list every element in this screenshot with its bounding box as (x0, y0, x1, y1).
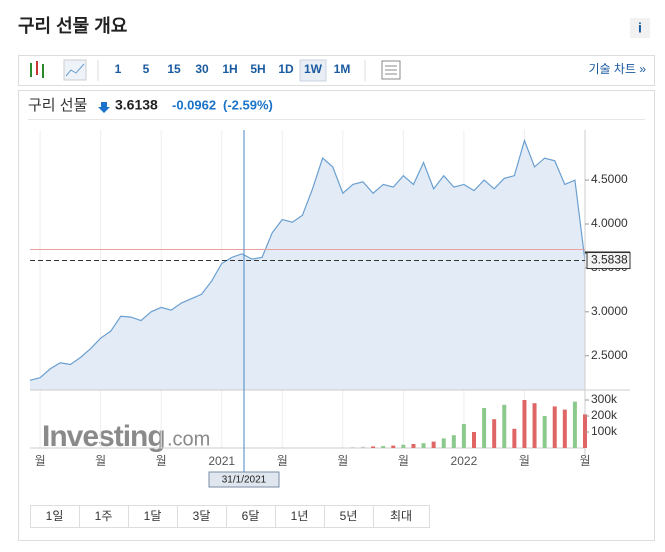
title: 구리 선물 개요 (18, 16, 127, 36)
toolbar (18, 55, 655, 86)
y-tick-label: 4.0000 (591, 216, 628, 230)
interval-active[interactable] (299, 59, 327, 82)
volume-bar (371, 446, 376, 448)
info-box[interactable] (630, 18, 650, 38)
range-label[interactable]: 1주 (95, 509, 113, 523)
layout-icon[interactable] (381, 60, 401, 80)
volume-bar (482, 408, 487, 448)
down-arrow (98, 102, 110, 113)
range-button[interactable] (373, 505, 430, 528)
volume-bar (542, 416, 547, 448)
last-price-label: 3.5838 (591, 253, 628, 267)
quote-price: 3.6138 (115, 97, 158, 113)
volume-bar (502, 404, 507, 448)
interval[interactable]: 1 (115, 62, 122, 76)
volume-bar (562, 409, 567, 448)
volume-bar (461, 424, 466, 448)
x-tick-label: 월 (277, 454, 288, 468)
range-label[interactable]: 1일 (46, 509, 64, 523)
quote-name: 구리 선물 (28, 97, 87, 114)
volume-bar (441, 438, 446, 448)
y-tick-label: 3.0000 (591, 304, 628, 318)
interval[interactable]: 5 (143, 62, 150, 76)
volume-bar (381, 446, 386, 448)
crosshair-label: 31/1/2021 (222, 475, 267, 486)
candle-icon[interactable] (30, 61, 44, 78)
range-label[interactable]: 1년 (291, 509, 309, 523)
x-tick-label: 2021 (208, 454, 235, 468)
y2-tick-label: 200k (591, 408, 618, 422)
volume-bar (411, 444, 416, 448)
x-tick-label: 월 (95, 454, 106, 468)
x-tick-label: 월 (35, 454, 46, 468)
y2-tick-label: 300k (591, 392, 618, 406)
y2-tick-label: 100k (591, 424, 618, 438)
interval[interactable]: 1H (222, 62, 237, 76)
volume-bar (361, 446, 365, 448)
volume-bar (492, 419, 497, 448)
area (30, 140, 585, 390)
volume-bar (401, 444, 406, 448)
info-icon[interactable]: i (638, 20, 642, 36)
volume-bar (421, 443, 426, 448)
volume-bar (583, 414, 587, 448)
interval[interactable]: 1W (304, 62, 323, 76)
range-label[interactable]: 1달 (144, 509, 162, 523)
price-line (29, 138, 586, 381)
watermark-suffix: .com (167, 428, 210, 450)
quote-change-pct: (-2.59%) (223, 97, 273, 112)
volume-bar (552, 406, 557, 448)
interval[interactable]: 1M (334, 62, 351, 76)
interval[interactable]: 5H (250, 62, 265, 76)
interval[interactable]: 30 (195, 62, 209, 76)
x-tick-label: 월 (519, 454, 530, 468)
volume-bar (451, 435, 456, 448)
y-tick-label: 2.5000 (591, 348, 628, 362)
range-label[interactable]: 최대 (390, 509, 412, 523)
volume-bar (391, 445, 396, 448)
volume-bar (472, 432, 476, 448)
volume-bar (512, 428, 517, 448)
crosshair-tag (208, 471, 280, 488)
range-label[interactable]: 5년 (340, 509, 358, 523)
y-tick-label: 4.5000 (591, 172, 628, 186)
x-tick-label: 월 (337, 454, 348, 468)
quote-change: -0.0962 (172, 97, 216, 112)
x-tick-label: 월 (398, 454, 409, 468)
x-tick-label: 2022 (451, 454, 478, 468)
volume-bar (532, 403, 537, 448)
area-icon[interactable] (63, 59, 87, 81)
volume-bar (350, 447, 355, 448)
watermark-brand: Investing (42, 420, 165, 453)
interval[interactable]: 15 (167, 62, 181, 76)
x-tick-label: 월 (579, 454, 590, 468)
range-label[interactable]: 6달 (242, 509, 260, 523)
interval[interactable]: 1D (278, 62, 294, 76)
range-label[interactable]: 3달 (193, 509, 211, 523)
volume-bar (572, 401, 577, 448)
volume-bar (522, 400, 527, 448)
volume-bar (431, 441, 436, 448)
x-tick-label: 월 (156, 454, 167, 468)
chart-frame (18, 90, 655, 541)
last-price-tag (586, 252, 631, 270)
technical-link[interactable]: 기술 차트 » (588, 62, 646, 76)
